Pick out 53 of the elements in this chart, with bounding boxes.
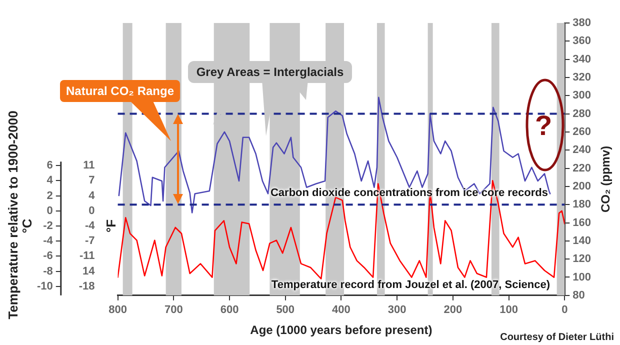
- y-tick-label: -4: [43, 235, 54, 248]
- text: Courtesy of Dieter Lüthi: [500, 332, 614, 343]
- y3-tick-label: 7: [88, 174, 95, 187]
- y2-tick-label: 380: [572, 17, 592, 30]
- y3-tick-label: 11: [83, 160, 95, 172]
- y-tick-label: -10: [36, 280, 53, 292]
- y2-tick-label: 240: [572, 144, 592, 156]
- y2-tick-label: 80: [572, 289, 585, 302]
- y3-tick-label: -18: [78, 280, 95, 292]
- x-tick-label: 500: [276, 304, 295, 316]
- y2-tick-label: 260: [572, 126, 592, 138]
- y3-tick-label: -4: [85, 220, 96, 232]
- y-tick-label: -8: [43, 265, 53, 278]
- y2-tick-label: 100: [572, 271, 592, 284]
- y2-tick-label: 320: [572, 72, 592, 84]
- x-tick-label: 200: [444, 304, 462, 316]
- y-tick-label: -6: [43, 250, 53, 262]
- x-tick-label: 800: [108, 304, 127, 316]
- y3-tick-label: 4: [88, 190, 96, 202]
- x-tick-label: 300: [388, 304, 406, 316]
- y-tick-label: 0: [46, 204, 53, 217]
- y-tick-label: 2: [46, 190, 53, 202]
- y2-tick-label: 300: [572, 90, 592, 102]
- y2-axis-title: CO₂ (ppmv): [598, 146, 612, 213]
- annotation: ?: [535, 110, 552, 141]
- annotation: Grey Areas = Interglacials: [195, 65, 345, 79]
- y3-tick-label: 14: [82, 265, 96, 278]
- y3-axis-title: °F: [103, 219, 118, 233]
- y2-tick-label: 220: [572, 162, 592, 174]
- y2-tick-label: 200: [572, 180, 592, 192]
- x-tick-label: 600: [220, 304, 239, 316]
- y2-tick-label: 160: [572, 216, 592, 229]
- y2-tick-label: 360: [572, 35, 592, 48]
- y-tick-label: 6: [46, 160, 53, 172]
- y3-tick-label: -7: [85, 235, 95, 248]
- text: Temperature relative to 1900-2000: [6, 110, 21, 320]
- x-tick-label: 0: [562, 304, 568, 316]
- y2-tick-label: 120: [572, 253, 592, 266]
- x-axis-title: Age (1000 years before present): [250, 323, 432, 338]
- y3-tick-label: 0: [88, 204, 95, 217]
- x-tick-label: 100: [500, 304, 518, 316]
- y2-tick-label: 340: [572, 53, 592, 66]
- y-tick-label: -2: [43, 220, 53, 232]
- y-axis-title: °C: [20, 218, 35, 234]
- x-tick-label: 700: [164, 304, 183, 316]
- y3-tick-label: -11: [80, 250, 95, 262]
- x-tick-label: 400: [332, 304, 350, 316]
- y2-tick-label: 280: [572, 108, 592, 120]
- annotation: Natural CO₂ Range: [64, 84, 176, 98]
- annotation: Temperature record from Jouzel et al. (2007, Science): [271, 279, 550, 291]
- y2-tick-label: 180: [572, 198, 592, 211]
- y2-tick-label: 140: [572, 234, 592, 247]
- y-tick-label: 4: [46, 174, 54, 187]
